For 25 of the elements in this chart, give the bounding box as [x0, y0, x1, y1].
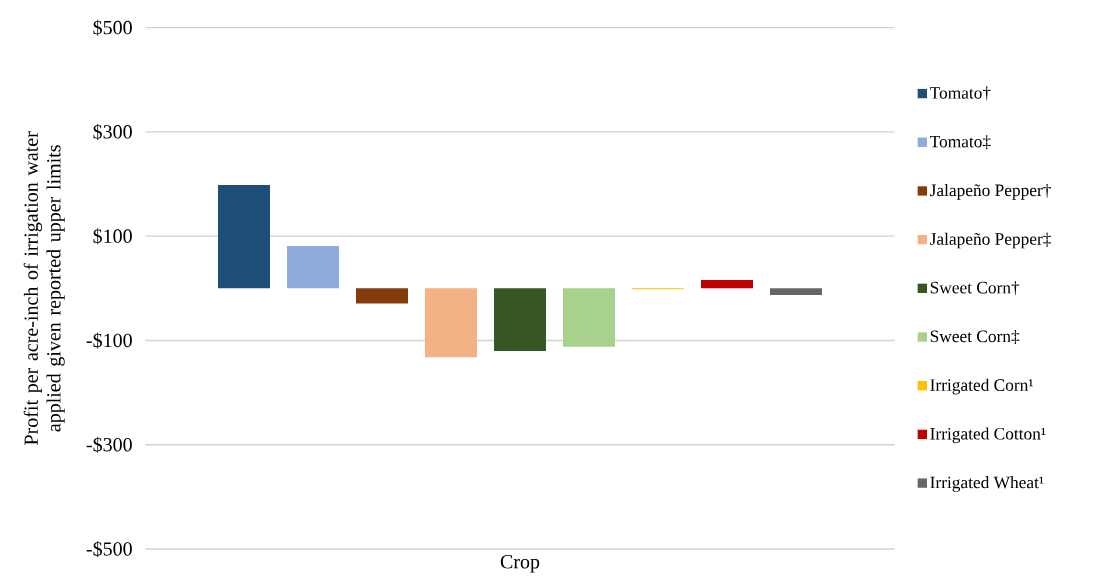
legend-label: Irrigated Corn¹: [930, 378, 1033, 395]
bar: [563, 288, 615, 347]
y-tick-label: $500: [93, 19, 132, 36]
legend-label: Irrigated Cotton¹: [930, 427, 1046, 444]
legend-label: Jalapeño Pepper‡: [930, 232, 1051, 249]
y-tick-label: $100: [93, 228, 132, 245]
y-tick-label: -$300: [86, 436, 132, 453]
y-tick-label: -$100: [86, 332, 132, 349]
bar: [770, 288, 822, 296]
y-tick-label: $300: [93, 123, 132, 140]
bar: [218, 185, 270, 289]
bar: [425, 288, 477, 358]
legend-label: Tomato‡: [929, 135, 991, 150]
legend-label: Sweet Corn‡: [930, 330, 1020, 345]
legend-label: Tomato†: [929, 86, 991, 101]
legend-label: Sweet Corn†: [930, 281, 1020, 296]
bar: [494, 288, 546, 351]
bar: [356, 288, 408, 304]
legend-label: Irrigated Wheat¹: [930, 476, 1044, 492]
bar: [287, 246, 339, 289]
y-tick-label: -$500: [86, 541, 132, 558]
x-axis-title: Crop: [500, 555, 540, 573]
bar: [701, 279, 753, 289]
legend-label: Jalapeño Pepper†: [930, 183, 1051, 200]
y-axis-title: Profit per acre-inch of irrigation water applied given reported upper limits: [23, 131, 65, 445]
